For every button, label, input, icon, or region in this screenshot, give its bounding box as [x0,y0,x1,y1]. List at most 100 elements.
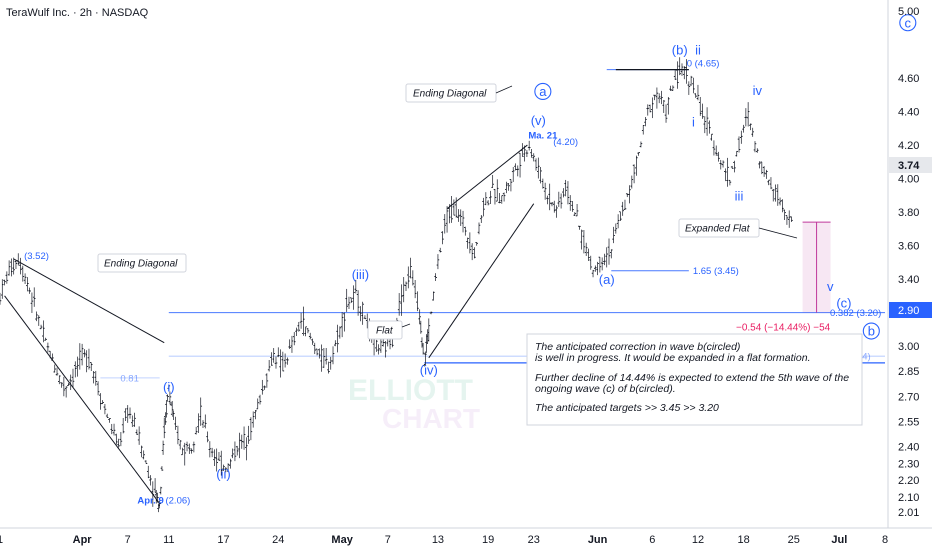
price-tick-label: 4.20 [898,140,919,152]
time-tick-label: 1 [0,534,3,546]
fib-level-label: 0 (4.65) [687,59,720,70]
current-price-value: 3.74 [898,160,920,172]
wave-label: (4.20) [553,137,578,148]
note-box [526,333,863,426]
circled-wave-label: a [539,84,547,99]
annotation-text: Ending Diagonal [104,259,178,270]
watermark-line2: CHART [382,403,480,434]
wave-label: (b) [672,43,688,58]
fib-level-label: 1.65 (3.45) [693,266,739,277]
last-price-badge-bg [889,302,932,318]
measurement-label: −0.54 (−14.44%) −54 [736,323,831,334]
annotation-pointer [758,227,798,239]
time-tick-label: May [331,534,353,546]
annotation-text: Ending Diagonal [413,89,487,100]
fib-level-label: 0.382 (3.20) [830,308,881,319]
price-tick-label: 4.60 [898,73,919,85]
annotation-box [97,253,187,273]
time-tick-label: Jun [588,534,608,546]
price-axis-ticks: 2.012.102.202.302.402.552.702.853.003.20… [898,6,919,519]
time-axis-ticks: 1 Apr 7 11 17 24 May 7 13 19 23 Jun 6 12 18 25 Jul 8 [0,534,888,546]
ending-diagonal-upper-line [13,258,165,344]
time-tick-label: 6 [649,534,655,546]
ending-diagonal-lower-line [4,295,161,504]
time-tick-label: 11 [163,534,174,546]
annotation-text: Expanded Flat [685,224,751,235]
last-price-value: 2.90 [898,305,919,317]
time-tick-label: 23 [528,534,540,546]
watermark-line1: ELLIOTT [348,374,473,407]
annotation-text: Flat [376,326,394,337]
wave-label: (a) [599,272,615,287]
wave-label: Apr. 9 [137,496,163,507]
time-tick-label: 12 [692,534,704,546]
wave-label: (c) [836,296,851,311]
current-price-badge: 3.74 [889,157,932,173]
time-tick-label: 17 [217,534,229,546]
note-line-3: Further decline of 14.44% is expected to… [535,372,849,384]
decline-measurement[interactable] [802,221,831,313]
time-tick-label: 7 [125,534,131,546]
wave-label: (i) [163,379,175,394]
chart-title: TeraWulf Inc. · 2h · NASDAQ [6,7,149,19]
time-tick-label: 19 [482,534,494,546]
wave-label: (2.06) [165,496,190,507]
price-tick-label: 2.01 [898,507,919,519]
wave-label: Ma. 21 [528,130,558,141]
ending-diagonal-left-annotation[interactable]: Ending Diagonal [97,253,187,273]
circled-wave-label: b [868,324,875,339]
annotation-pointer [495,85,513,94]
current-price-badge-bg [889,157,932,173]
circled-wave-label: c [905,15,912,30]
wave-label: (iv) [420,363,438,378]
time-tick-label: 8 [882,534,888,546]
time-tick-label: 24 [272,534,284,546]
last-price-badge: 2.90 [889,302,932,318]
expanded-flat-annotation[interactable]: Expanded Flat [678,218,798,239]
wave-label: iii [735,188,744,203]
wave-label: v [827,279,834,294]
price-tick-label: 3.80 [898,207,919,219]
time-tick-label: 18 [737,534,749,546]
wave-label: (3.52) [24,251,49,262]
annotation-box [367,320,403,340]
wave-label: iv [753,83,763,98]
time-tick-label: 7 [385,534,391,546]
circled-wave-marker [862,322,880,340]
price-tick-label: 3.00 [898,341,919,353]
note-line-1: The anticipated correction in wave b(cir… [535,341,740,353]
wave-label: i [692,115,695,130]
price-candles [0,57,793,513]
price-tick-label: 4.00 [898,174,919,186]
rising-diagonal-upper-line [446,144,528,210]
ending-diagonal-top-annotation[interactable]: Ending Diagonal [405,83,513,103]
price-tick-label: 4.40 [898,107,919,119]
note-line-5: The anticipated targets >> 3.45 >> 3.20 [535,402,719,414]
price-tick-label: 2.40 [898,442,919,454]
analysis-note[interactable]: The anticipated correction in wave b(cir… [526,333,863,426]
wave-label: ii [695,43,701,58]
price-tick-label: 2.55 [898,416,919,428]
price-tick-label: 2.70 [898,391,919,403]
time-tick-label: 25 [788,534,800,546]
flat-annotation[interactable]: Flat [367,320,411,340]
circled-wave-marker [534,82,552,100]
fib-level-label: 0.81 [120,373,139,384]
trendlines [4,69,689,504]
price-tick-label: 2.20 [898,475,919,487]
watermark: ELLIOTT CHART [348,374,480,434]
wave-label: (v) [531,113,546,128]
time-tick-label: Apr [73,534,93,546]
price-tick-label: 3.60 [898,241,919,253]
note-line-2: is well in progress. It would be expande… [535,352,810,364]
price-tick-label: 2.30 [898,458,919,470]
wave-labels: −0.54 (−14.44%) −54 (3.52) Apr. 9 (2.06) (i)… [24,14,917,507]
wave-label: (ii) [216,466,230,481]
rising-diagonal-lower-line [428,203,535,359]
price-tick-label: 2.10 [898,492,919,504]
price-tick-label: 3.40 [898,274,919,286]
note-line-4: ongoing wave (c) of b(circled). [535,383,676,395]
wave-label: (iii) [352,267,369,282]
time-tick-label: Jul [831,534,847,546]
